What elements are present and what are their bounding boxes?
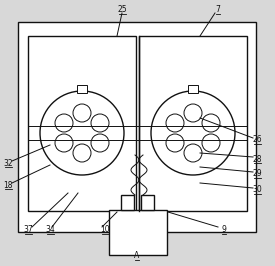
Text: 29: 29: [252, 169, 262, 178]
Text: 37: 37: [23, 226, 33, 235]
Text: 9: 9: [222, 226, 226, 235]
Text: 32: 32: [3, 159, 13, 168]
Bar: [139, 36, 247, 211]
Circle shape: [166, 114, 184, 132]
Text: 34: 34: [45, 226, 55, 235]
Circle shape: [73, 104, 91, 122]
Bar: [121, 195, 134, 210]
Bar: [28, 36, 136, 211]
Circle shape: [73, 144, 91, 162]
Circle shape: [202, 114, 220, 132]
Circle shape: [184, 144, 202, 162]
Text: 26: 26: [252, 135, 262, 144]
Bar: [188, 85, 198, 93]
Bar: [141, 195, 154, 210]
Circle shape: [202, 134, 220, 152]
Bar: [109, 210, 167, 255]
Text: 28: 28: [252, 155, 262, 164]
Circle shape: [40, 91, 124, 175]
Circle shape: [151, 91, 235, 175]
Text: 7: 7: [216, 6, 221, 15]
Circle shape: [55, 114, 73, 132]
Text: 18: 18: [3, 181, 13, 189]
Text: 10: 10: [100, 226, 110, 235]
Text: A: A: [134, 251, 140, 260]
Circle shape: [91, 114, 109, 132]
Circle shape: [184, 104, 202, 122]
Circle shape: [55, 134, 73, 152]
Bar: [77, 85, 87, 93]
Text: 30: 30: [252, 185, 262, 194]
Circle shape: [166, 134, 184, 152]
Circle shape: [91, 134, 109, 152]
Bar: [18, 22, 256, 232]
Text: 25: 25: [117, 6, 127, 15]
